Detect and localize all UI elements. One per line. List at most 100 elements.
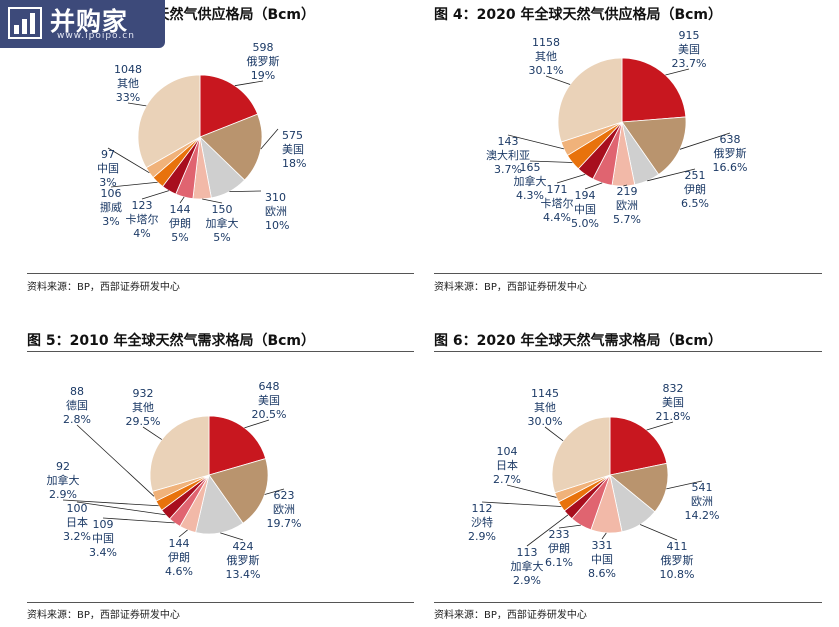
leader-line xyxy=(107,147,150,174)
leader-line xyxy=(127,102,147,107)
slice-label: 575 美国 18% xyxy=(282,129,306,170)
leader-line xyxy=(260,128,279,150)
slice-label: 171 卡塔尔 4.4% xyxy=(541,183,574,224)
pie-slice xyxy=(557,57,623,143)
chart-title: 图 6：2020 年全球天然气需求格局（Bcm） xyxy=(434,333,723,349)
leader-line xyxy=(62,499,159,507)
leader-line xyxy=(545,75,571,85)
leader-line xyxy=(556,173,586,184)
slice-label: 233 伊朗 6.1% xyxy=(545,528,573,569)
leader-line xyxy=(142,426,163,440)
leader-line xyxy=(234,80,264,87)
slice-label: 92 加拿大 2.9% xyxy=(47,460,80,501)
pie-chart-demand-2020: 541 欧洲 14.2%411 俄罗斯 10.8%331 中国 8.6%233 伊朗 6.1%1… xyxy=(468,382,720,587)
slice-label: 541 欧洲 14.2% xyxy=(685,481,720,522)
slice-label: 144 伊朗 4.6% xyxy=(165,537,193,578)
slice-label: 219 欧洲 5.7% xyxy=(613,185,641,226)
leader-line xyxy=(584,182,603,190)
slice-label: 915 美国 23.7% xyxy=(672,29,707,70)
slice-label: 88 德国 2.8% xyxy=(63,385,91,426)
leader-line xyxy=(601,532,607,540)
leader-line xyxy=(544,426,564,442)
leader-line xyxy=(264,488,285,495)
slice-label: 113 加拿大 2.9% xyxy=(511,546,544,587)
leader-line xyxy=(639,524,678,541)
watermark-url: www.ipoipo.cn xyxy=(57,31,135,41)
divider xyxy=(434,273,822,274)
chart-title: 图 4：2020 年全球天然气供应格局（Bcm） xyxy=(434,7,723,23)
divider xyxy=(27,602,414,603)
slice-label: 623 欧洲 19.7% xyxy=(267,489,302,530)
leader-line xyxy=(102,517,175,524)
slice-label: 411 俄罗斯 10.8% xyxy=(660,540,695,581)
pie-chart-demand-2010: 623 欧洲 19.7%424 俄罗斯 13.4% 144 伊朗 4.6% 109 中国 3.4%1… xyxy=(47,380,302,581)
slice-label: 598 俄罗斯 19% xyxy=(247,41,280,82)
slice-label: 638 俄罗斯 16.6% xyxy=(713,133,748,174)
source-note: 资料来源：BP，西部证券研发中心 xyxy=(27,282,180,293)
slice-label: 648 美国 20.5% xyxy=(252,380,287,421)
pie-slice xyxy=(609,462,669,513)
pie-slice xyxy=(621,57,687,123)
leader-line xyxy=(178,529,188,538)
divider xyxy=(27,273,414,274)
leader-line xyxy=(141,190,170,200)
leader-line xyxy=(558,524,581,529)
slice-label: 150 加拿大 5% xyxy=(206,203,239,244)
leader-line xyxy=(529,160,573,163)
slice-label: 331 中国 8.6% xyxy=(588,539,616,580)
slice-label: 123 卡塔尔 4% xyxy=(126,199,159,240)
leader-line xyxy=(646,421,674,431)
leader-line xyxy=(202,198,223,204)
watermark-name: 并购家 xyxy=(50,7,129,36)
source-note: 资料来源：BP，西部证券研发中心 xyxy=(434,282,587,293)
leader-line xyxy=(526,514,569,547)
slice-label: 104 日本 2.7% xyxy=(493,445,521,486)
bar-chart-icon xyxy=(8,7,42,39)
slice-label: 143 澳大利亚 3.7% xyxy=(486,135,530,176)
leader-line xyxy=(244,419,270,429)
leader-line xyxy=(665,68,690,76)
slice-label: 100 日本 3.2% xyxy=(63,502,91,543)
slice-label: 251 伊朗 6.5% xyxy=(681,169,709,210)
pie-slice xyxy=(137,74,201,169)
source-note: 资料来源：BP，西部证券研发中心 xyxy=(27,610,180,621)
slice-label: 106 挪威 3% xyxy=(100,187,122,228)
slice-label: 112 沙特 2.9% xyxy=(468,502,496,543)
source-note: 资料来源：BP，西部证券研发中心 xyxy=(434,610,587,621)
slice-label: 1048 其他 33% xyxy=(114,63,142,104)
slice-label: 144 伊朗 5% xyxy=(169,203,191,244)
slice-label: 932 其他 29.5% xyxy=(126,387,161,428)
leader-line xyxy=(679,132,731,150)
leader-line xyxy=(623,184,628,187)
pie-chart-supply-2010: 575 美国 18%310 欧洲 10%150 加拿大 5%144 伊朗 5%123 卡塔尔 4%1… xyxy=(97,41,306,244)
leader-line xyxy=(110,181,158,188)
divider xyxy=(434,351,822,352)
leader-line xyxy=(229,190,262,193)
slice-label: 97 中国 3% xyxy=(97,148,119,189)
divider xyxy=(27,351,414,352)
slice-label: 1145 其他 30.0% xyxy=(528,387,563,428)
leader-line xyxy=(76,501,166,516)
chart-title: 图 5：2010 年全球天然气需求格局（Bcm） xyxy=(27,333,316,349)
slice-label: 165 加拿大 4.3% xyxy=(514,161,547,202)
pie-chart-supply-2020: 638 俄罗斯 16.6%251 伊朗 6.5% 219 欧洲 5.7% 194 中国 5.0%17… xyxy=(486,29,748,230)
leader-line xyxy=(220,532,244,541)
leader-line xyxy=(481,501,562,507)
leader-line xyxy=(666,480,703,490)
slice-label: 109 中国 3.4% xyxy=(89,518,117,559)
divider xyxy=(434,602,822,603)
leader-line xyxy=(507,134,565,150)
watermark-logo: 并购家 www.ipoipo.cn xyxy=(0,0,165,48)
leader-line xyxy=(647,168,696,182)
pie-slice xyxy=(199,113,263,181)
slice-label: 1158 其他 30.1% xyxy=(529,36,564,77)
slice-label: 832 美国 21.8% xyxy=(656,382,691,423)
slice-label: 424 俄罗斯 13.4% xyxy=(226,540,261,581)
pie-slice xyxy=(551,416,611,494)
leader-line xyxy=(76,424,155,497)
slice-label: 310 欧洲 10% xyxy=(265,191,289,232)
leader-line xyxy=(179,196,185,204)
leader-line xyxy=(506,484,557,498)
slice-label: 194 中国 5.0% xyxy=(571,189,599,230)
pie-slice xyxy=(609,416,668,476)
